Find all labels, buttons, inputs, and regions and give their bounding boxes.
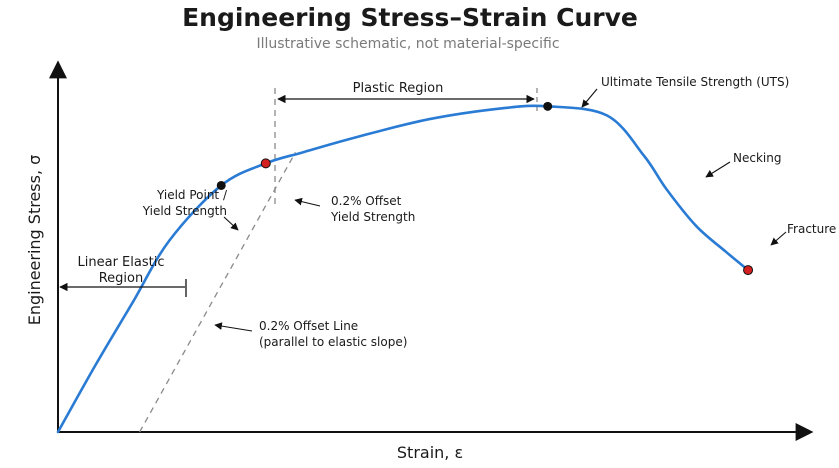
stress-strain-curve	[56, 104, 750, 434]
offset-yield-arrow	[294, 197, 321, 207]
offset-line-arrow	[214, 322, 253, 332]
offset-yield-point-marker	[260, 158, 271, 169]
x-axis-label: Strain, ε	[397, 443, 463, 462]
necking-label: Necking	[733, 151, 781, 165]
yield-point-marker	[216, 180, 226, 190]
chart-title: Engineering Stress–Strain Curve	[182, 3, 638, 32]
offset-dashed-line	[139, 152, 297, 433]
linear-region-label-line2: Region	[99, 271, 144, 286]
offset-yield-label-line1: 0.2% Offset	[331, 194, 402, 208]
linear-region-label-line1: Linear Elastic	[78, 255, 165, 270]
fracture-point-marker	[743, 265, 754, 276]
offset-line-label-line2: (parallel to elastic slope)	[259, 335, 407, 349]
yield-point-arrow	[223, 216, 239, 231]
necking-arrow	[705, 161, 731, 178]
uts-point-marker	[543, 101, 553, 111]
chart-subtitle: Illustrative schematic, not material-spe…	[256, 36, 559, 52]
fracture-label: Fracture	[787, 222, 836, 236]
uts-label: Ultimate Tensile Strength (UTS)	[601, 75, 789, 89]
yield-point-label-line2: Yield Strength	[142, 204, 227, 218]
plastic-region-label: Plastic Region	[353, 81, 444, 96]
y-axis-label: Engineering Stress, σ	[25, 155, 44, 326]
uts-arrow	[581, 88, 598, 108]
yield-point-label-line1: Yield Point /	[156, 188, 228, 202]
offset-yield-label-line2: Yield Strength	[330, 210, 415, 224]
fracture-arrow	[770, 231, 787, 246]
offset-line-label-line1: 0.2% Offset Line	[259, 319, 358, 333]
